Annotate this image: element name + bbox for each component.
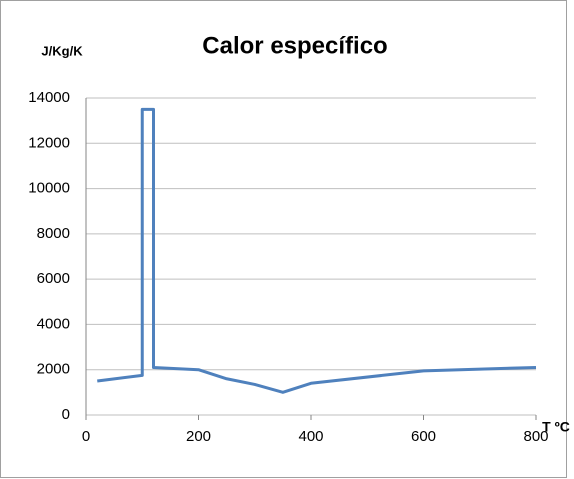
y-tick-label: 12000 (28, 134, 70, 151)
x-axis-label: T ºC (542, 419, 570, 435)
x-tick-label: 400 (298, 428, 323, 445)
y-axis-label: J/Kg/K (41, 43, 83, 58)
data-line (97, 107, 537, 394)
y-tick-label: 14000 (28, 89, 70, 106)
y-tick-label: 6000 (37, 270, 70, 287)
y-tick-label: 2000 (37, 361, 70, 378)
x-tick-label: 800 (523, 428, 548, 445)
x-tick-label: 0 (82, 428, 90, 445)
chart-title: Calor específico (202, 32, 387, 59)
x-tick-label: 200 (186, 428, 211, 445)
x-tick-label: 600 (411, 428, 436, 445)
y-tick-label: 8000 (37, 225, 70, 242)
y-tick-label: 4000 (37, 315, 70, 332)
y-tick-label: 0 (62, 406, 70, 423)
y-tick-label: 10000 (28, 180, 70, 197)
